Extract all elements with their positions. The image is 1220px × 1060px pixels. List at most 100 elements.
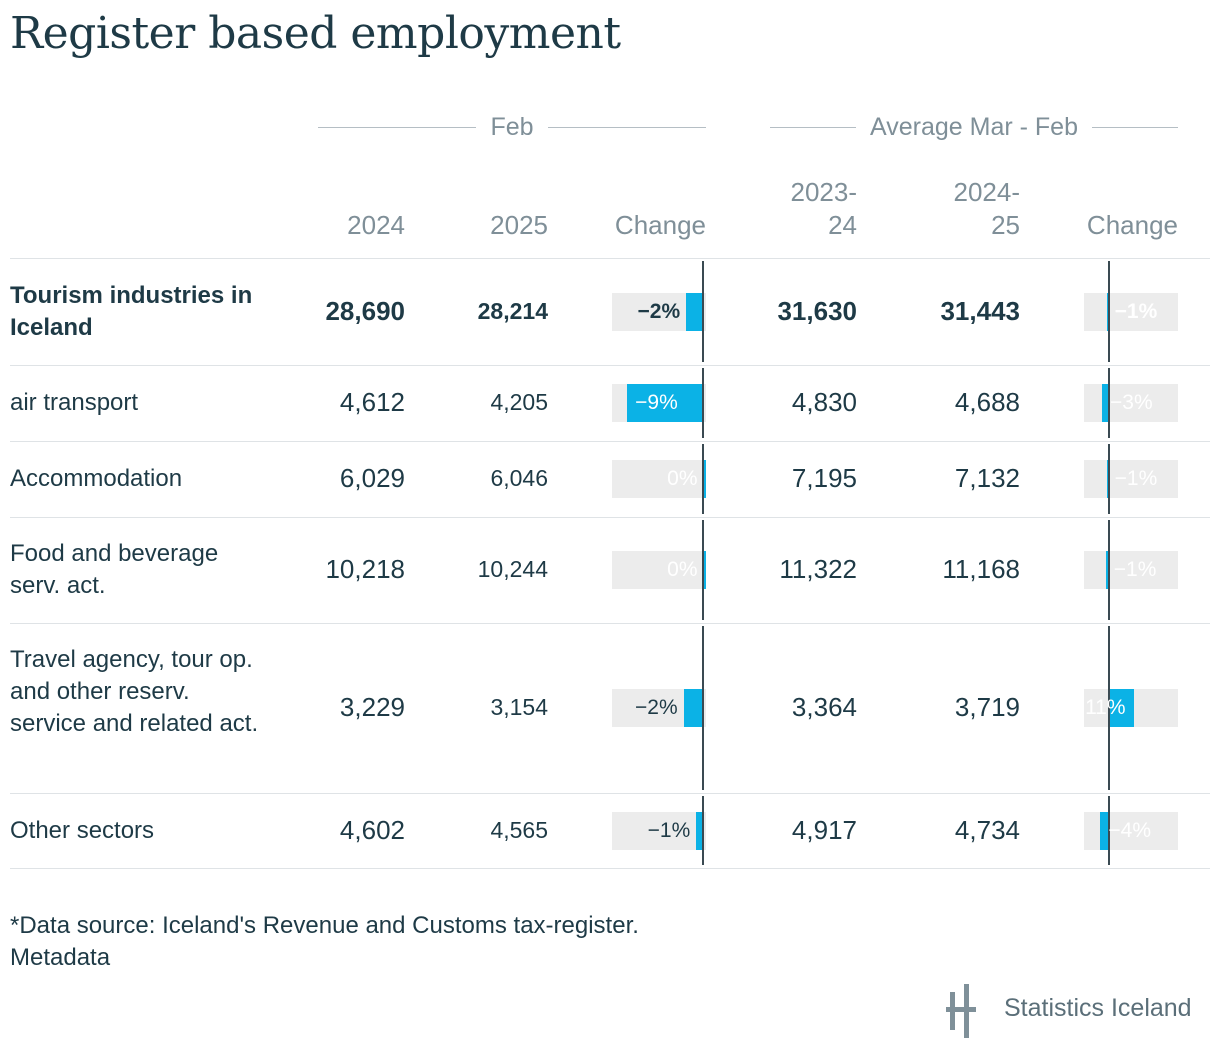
change-bar-avg-label: −4%	[1108, 818, 1152, 842]
change-bar-feb-label: −2%	[635, 696, 678, 719]
group-header-average: Average Mar - Feb	[770, 110, 1178, 144]
change-bar-avg-axis	[1108, 520, 1110, 620]
change-bar-feb-fill	[686, 292, 703, 331]
change-bar-feb-label: −1%	[647, 818, 691, 842]
row-divider	[10, 517, 1210, 518]
column-header-2024-25-line1: 2024-	[953, 177, 1021, 207]
group-header-feb: Feb	[318, 110, 706, 144]
row-divider	[10, 868, 1210, 869]
change-bar-feb-background	[612, 811, 706, 850]
change-bar-feb-label: −2%	[637, 299, 681, 323]
row-divider	[10, 365, 1210, 366]
cell-feb-2025: 6,046	[490, 465, 548, 491]
change-bar-avg-axis	[1108, 368, 1110, 438]
change-bar-feb-label: 0%	[667, 558, 698, 581]
change-bar-avg-fill	[1105, 551, 1109, 589]
footnote-source: *Data source: Iceland's Revenue and Cust…	[10, 912, 639, 939]
change-bar-avg-background	[1084, 384, 1178, 422]
change-bar-feb-fill	[703, 460, 706, 498]
chart-title: Register based employment	[10, 8, 621, 59]
change-bar-feb-axis	[702, 520, 704, 620]
change-bar-avg-fill	[1106, 460, 1109, 498]
cell-avg-2024-25: 4,688	[954, 387, 1020, 417]
change-bar-avg-fill	[1102, 384, 1109, 422]
cell-avg-2024-25: 11,168	[942, 554, 1020, 584]
row-divider	[10, 258, 1210, 259]
cell-avg-2023-24: 4,830	[791, 387, 857, 417]
change-bar-feb-fill	[683, 689, 703, 727]
change-bar-feb-axis	[702, 444, 704, 514]
row-label: air transport	[10, 389, 139, 416]
change-bar-feb-fill	[627, 384, 703, 422]
cell-feb-2025: 10,244	[477, 556, 548, 582]
column-header-2024: 2024	[347, 210, 405, 240]
column-header-2024-25: 2024- 25	[900, 176, 1021, 242]
change-bar-feb-fill	[703, 551, 706, 589]
change-bar-avg-fill	[1100, 811, 1109, 850]
change-bar-avg-background	[1084, 811, 1178, 850]
change-bar-avg-label: −3%	[1110, 391, 1153, 414]
row-label: Accommodation	[10, 465, 183, 492]
row-label: Tourism industries in Iceland	[10, 281, 253, 341]
change-bar-feb-background	[612, 460, 706, 498]
column-header-change-feb: Change	[614, 210, 706, 240]
cell-avg-2023-24: 3,364	[791, 692, 857, 722]
change-bar-feb-axis	[702, 368, 704, 438]
cell-avg-2023-24: 7,195	[791, 463, 857, 493]
change-bar-feb-fill	[696, 811, 703, 850]
cell-feb-2024: 28,690	[325, 295, 405, 326]
row-label: Other sectors	[10, 816, 155, 844]
change-bar-avg-label: −1%	[1114, 299, 1158, 323]
change-bar-avg-axis	[1108, 626, 1110, 790]
change-bar-avg-label: −1%	[1113, 558, 1157, 581]
cell-avg-2023-24: 11,322	[779, 554, 857, 584]
cell-feb-2024: 6,029	[339, 463, 405, 493]
change-bar-feb-axis	[702, 626, 704, 790]
brand-name: Statistics Iceland	[1004, 994, 1192, 1022]
group-label-average: Average Mar - Feb	[870, 112, 1078, 141]
cell-feb-2024: 3,229	[339, 692, 405, 722]
cell-avg-2023-24: 4,917	[791, 814, 857, 845]
cell-avg-2024-25: 3,719	[954, 692, 1020, 722]
change-bar-avg-background	[1084, 292, 1178, 331]
cell-avg-2023-24: 31,630	[777, 295, 857, 326]
change-bar-avg-axis	[1108, 261, 1110, 362]
row-label: Food and beverage serv. act.	[10, 540, 219, 599]
change-bar-feb-axis	[702, 796, 704, 865]
cell-feb-2024: 4,602	[339, 814, 405, 845]
change-bar-avg-label: 11%	[1085, 696, 1126, 719]
column-header-2023-24: 2023- 24	[740, 176, 858, 242]
cell-feb-2025: 4,205	[490, 389, 548, 415]
cell-avg-2024-25: 4,734	[954, 814, 1020, 845]
change-bar-feb-axis	[702, 261, 704, 362]
row-divider	[10, 793, 1210, 794]
cell-avg-2024-25: 7,132	[954, 463, 1020, 493]
column-header-2024-25-line2: 25	[991, 210, 1020, 240]
cell-feb-2025: 28,214	[477, 297, 548, 324]
cell-avg-2024-25: 31,443	[940, 295, 1020, 326]
statistics-iceland-logo-icon	[946, 984, 976, 1038]
cell-feb-2024: 10,218	[325, 554, 405, 584]
cell-feb-2024: 4,612	[339, 387, 405, 417]
change-bar-avg-label: −1%	[1114, 467, 1158, 490]
change-bar-feb-label: 0%	[667, 467, 698, 490]
column-header-change-avg: Change	[1086, 210, 1178, 240]
row-label: Travel agency, tour op. and other reserv…	[10, 646, 259, 737]
change-bar-avg-axis	[1108, 796, 1110, 865]
column-header-2023-24-line1: 2023-	[790, 177, 858, 207]
row-divider	[10, 623, 1210, 624]
cell-feb-2025: 3,154	[490, 694, 548, 720]
cell-feb-2025: 4,565	[490, 816, 548, 843]
change-bar-avg-axis	[1108, 444, 1110, 514]
change-bar-feb-background	[612, 551, 706, 589]
change-bar-avg-fill	[1106, 292, 1109, 331]
change-bar-feb-label: −9%	[635, 391, 678, 414]
column-header-2023-24-line2: 24	[828, 210, 857, 240]
group-label-feb: Feb	[490, 112, 534, 141]
column-header-2025: 2025	[490, 210, 548, 240]
row-divider	[10, 441, 1210, 442]
metadata-link[interactable]: Metadata	[10, 944, 111, 971]
change-bar-avg-fill	[1109, 689, 1134, 727]
footnote: *Data source: Iceland's Revenue and Cust…	[10, 910, 639, 974]
change-bar-avg-background	[1084, 460, 1178, 498]
